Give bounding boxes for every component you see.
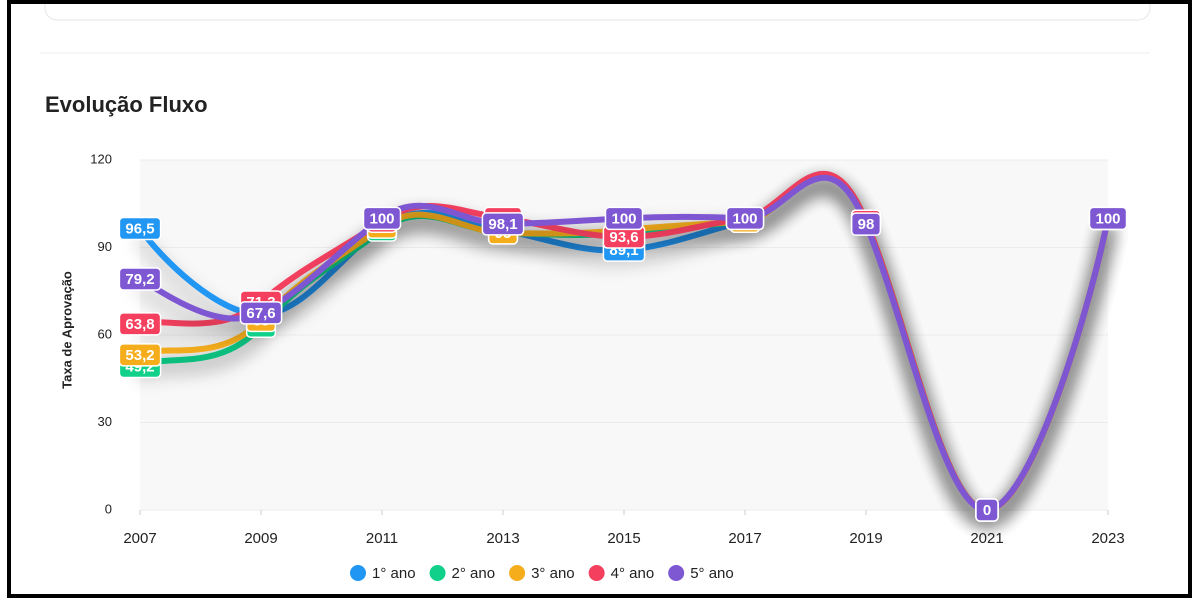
data-label-text: 67,6 bbox=[246, 305, 275, 322]
data-label: 100 bbox=[604, 206, 644, 231]
x-tick-label: 2015 bbox=[607, 530, 640, 547]
legend-swatch bbox=[509, 565, 526, 581]
data-label-text: 93,6 bbox=[609, 229, 638, 246]
y-tick-label: 30 bbox=[98, 414, 112, 429]
data-label-text: 100 bbox=[732, 210, 757, 227]
data-label-box bbox=[481, 212, 525, 236]
frame bbox=[7, 0, 1192, 598]
data-label-box bbox=[362, 206, 402, 231]
data-label: 0 bbox=[975, 498, 999, 522]
x-tick-label: 2017 bbox=[728, 530, 761, 547]
y-tick-label: 90 bbox=[98, 239, 112, 254]
data-label-box bbox=[118, 343, 162, 367]
y-tick-label: 120 bbox=[90, 151, 112, 166]
data-label: 98,1 bbox=[481, 212, 525, 236]
x-tick-label: 2013 bbox=[486, 530, 519, 547]
data-label-text: 100 bbox=[611, 210, 636, 227]
data-label-box bbox=[118, 267, 162, 291]
data-label: 98 bbox=[850, 212, 882, 236]
y-tick-label: 0 bbox=[105, 501, 112, 516]
data-label-box bbox=[604, 206, 644, 231]
data-label-text: 63,8 bbox=[125, 316, 154, 333]
legend-swatch bbox=[429, 565, 446, 581]
legend-label: 2° ano bbox=[452, 565, 496, 582]
data-label-text: 79,2 bbox=[125, 271, 154, 288]
data-label: 53,2 bbox=[118, 343, 162, 367]
x-tick-label: 2021 bbox=[970, 530, 1003, 547]
data-label-text: 100 bbox=[369, 210, 394, 227]
x-tick-label: 2009 bbox=[244, 530, 277, 547]
data-label: 63,8 bbox=[118, 312, 162, 336]
data-label: 100 bbox=[1088, 206, 1128, 231]
data-label-text: 98,1 bbox=[488, 216, 517, 233]
x-tick-label: 2023 bbox=[1091, 530, 1124, 547]
legend-swatch bbox=[350, 565, 366, 581]
data-label-text: 96,5 bbox=[125, 221, 154, 238]
data-label: 93,6 bbox=[602, 225, 646, 249]
data-label-text: 53,2 bbox=[125, 347, 154, 364]
legend-label: 4° ano bbox=[611, 565, 655, 582]
legend-label: 1° ano bbox=[372, 565, 416, 582]
x-tick-label: 2019 bbox=[849, 530, 882, 547]
data-label: 67,6 bbox=[239, 301, 283, 325]
legend-label: 5° ano bbox=[690, 565, 734, 582]
x-tick-label: 2007 bbox=[123, 530, 156, 547]
data-label-text: 98 bbox=[858, 216, 875, 233]
y-axis-label: Taxa de Aprovação bbox=[59, 271, 74, 389]
legend-label: 3° ano bbox=[531, 565, 575, 582]
data-label-text: 0 bbox=[983, 502, 991, 519]
data-label-box bbox=[1088, 206, 1128, 231]
data-label-box bbox=[725, 206, 765, 231]
legend-swatch bbox=[668, 565, 685, 581]
data-label-box bbox=[975, 498, 999, 522]
data-label-box bbox=[118, 312, 162, 336]
data-label-box bbox=[239, 301, 283, 325]
data-label-box bbox=[118, 216, 162, 241]
data-label: 100 bbox=[725, 206, 765, 231]
legend-swatch bbox=[588, 565, 605, 581]
top-card bbox=[44, 0, 1151, 21]
x-tick-label: 2011 bbox=[366, 530, 398, 547]
data-label: 79,2 bbox=[118, 267, 162, 291]
data-label-box bbox=[850, 212, 882, 236]
y-tick-label: 60 bbox=[98, 326, 112, 341]
data-label: 96,5 bbox=[118, 216, 162, 241]
data-label: 100 bbox=[362, 206, 402, 231]
chart-title: Evolução Fluxo bbox=[45, 92, 208, 117]
data-label-text: 100 bbox=[1095, 210, 1120, 227]
